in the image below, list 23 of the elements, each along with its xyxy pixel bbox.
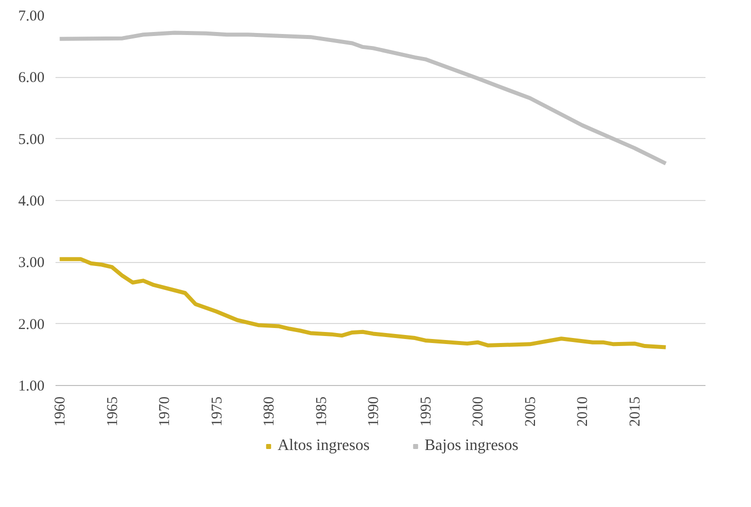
y-tick-label: 4.00 xyxy=(18,194,44,210)
x-tick-label: 1990 xyxy=(366,396,382,426)
x-tick-label: 1970 xyxy=(157,396,174,426)
x-tick-label: 1965 xyxy=(104,396,121,426)
y-tick-label: 3.00 xyxy=(18,255,44,272)
y-tick-label: 2.00 xyxy=(18,316,44,333)
legend-label: Altos ingresos xyxy=(278,437,370,455)
y-tick-label: 6.00 xyxy=(18,70,44,86)
line-series xyxy=(58,30,668,166)
x-tick-label: 1985 xyxy=(314,396,330,426)
x-tick-label: 1980 xyxy=(262,396,278,426)
y-tick-label: 5.00 xyxy=(18,132,44,148)
x-tick-label: 2005 xyxy=(522,396,539,426)
x-tick-label: 1975 xyxy=(209,396,226,426)
line-series xyxy=(58,257,668,350)
legend-label: Bajos ingresos xyxy=(424,437,518,455)
x-tick-label: 2000 xyxy=(470,396,487,426)
y-tick-label: 7.00 xyxy=(18,8,44,24)
x-tick-label: 2010 xyxy=(575,396,592,426)
x-tick-label: 2015 xyxy=(627,396,644,426)
x-tick-label: 1995 xyxy=(418,396,434,426)
y-tick-label: 1.00 xyxy=(18,378,44,394)
x-tick-label: 1960 xyxy=(52,396,69,426)
